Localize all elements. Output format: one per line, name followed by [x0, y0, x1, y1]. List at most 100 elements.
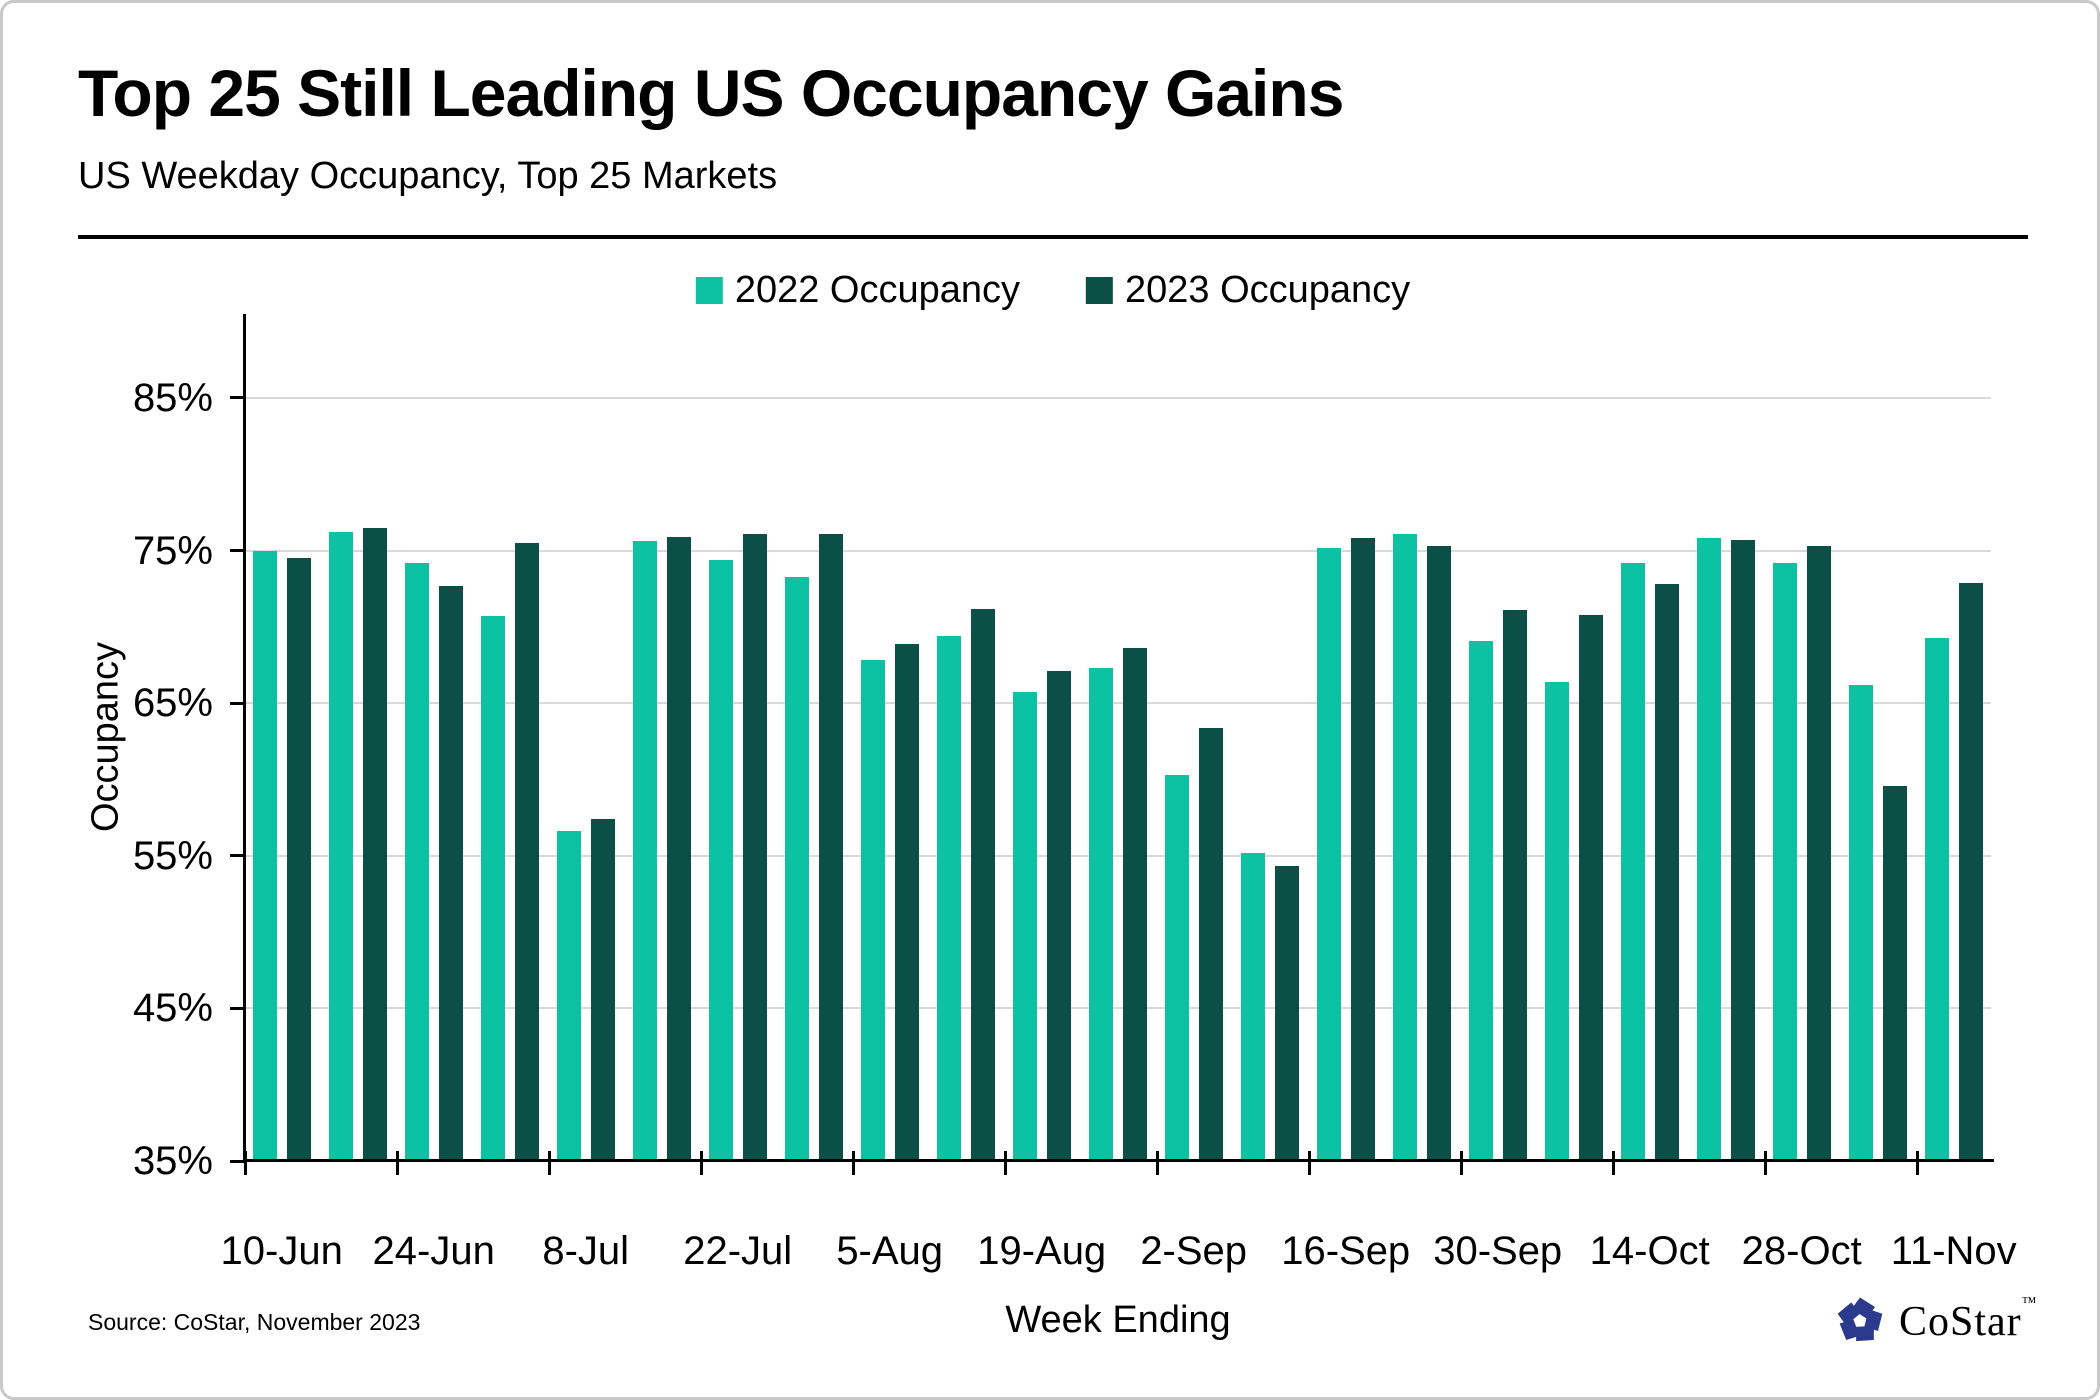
y-tick-75: [230, 549, 245, 553]
bar-2022-28-Oct: [1772, 562, 1797, 1161]
x-tick-0: [243, 1151, 247, 1175]
bar-2023-2-Sep: [1198, 727, 1223, 1161]
logo-star-segment-4: [1837, 1301, 1860, 1325]
y-axis-title: Occupancy: [84, 641, 127, 833]
bar-2022-29-Jul: [784, 576, 809, 1161]
x-tick-11: [1915, 1151, 1919, 1175]
bar-2023-19-Aug: [1046, 671, 1071, 1161]
gridline-45: [245, 1007, 1991, 1010]
x-tick-label-11-Nov: 11-Nov: [1890, 1229, 2017, 1273]
x-tick-label-30-Sep: 30-Sep: [1433, 1229, 1563, 1273]
y-tick-85: [230, 396, 245, 400]
logo-star-segment-1: [1864, 1308, 1883, 1331]
bar-2022-24-Jun: [404, 562, 429, 1161]
bar-2022-10-Jun: [252, 550, 277, 1161]
x-tick-label-22-Jul: 22-Jul: [683, 1229, 793, 1273]
x-tick-8: [1459, 1151, 1463, 1175]
legend-label-2023: 2023 Occupancy: [1125, 269, 1411, 311]
x-tick-9: [1611, 1151, 1615, 1175]
logo-star-segment-2: [1856, 1325, 1874, 1341]
legend-item-2022: 2022 Occupancy: [695, 269, 1020, 312]
bar-2023-24-Jun: [438, 585, 463, 1161]
bar-2023-9-Sep: [1274, 866, 1299, 1161]
bar-2023-16-Sep: [1350, 538, 1375, 1161]
bar-2023-28-Oct: [1806, 545, 1831, 1161]
y-tick-label-75: 75%: [132, 528, 213, 573]
bar-2023-21-Oct: [1730, 539, 1755, 1161]
bar-2022-5-Aug: [860, 660, 885, 1161]
y-tick-label-65: 65%: [132, 681, 213, 726]
y-tick-65: [230, 701, 245, 705]
bar-2023-14-Oct: [1654, 584, 1679, 1161]
bar-2022-15-Jul: [632, 541, 657, 1161]
bar-2023-26-Aug: [1122, 648, 1147, 1161]
y-tick-label-45: 45%: [132, 986, 213, 1031]
bar-2023-11-Nov: [1958, 582, 1983, 1161]
bar-2023-15-Jul: [666, 536, 691, 1161]
bar-2023-17-Jun: [362, 527, 387, 1161]
bar-2023-1-Jul: [514, 542, 539, 1161]
gridline-55: [245, 854, 1991, 857]
bar-2022-30-Sep: [1468, 640, 1493, 1161]
x-tick-label-19-Aug: 19-Aug: [977, 1229, 1107, 1273]
legend-item-2023: 2023 Occupancy: [1086, 269, 1410, 312]
x-tick-3: [699, 1151, 703, 1175]
bar-2022-2-Sep: [1164, 774, 1189, 1161]
bar-2022-11-Nov: [1924, 637, 1949, 1161]
x-tick-label-10-Jun: 10-Jun: [220, 1229, 343, 1273]
legend-label-2022: 2022 Occupancy: [734, 269, 1020, 311]
x-tick-6: [1155, 1151, 1159, 1175]
x-axis-line: [243, 1159, 1994, 1162]
gridline-75: [245, 549, 1991, 552]
x-tick-label-5-Aug: 5-Aug: [836, 1229, 944, 1273]
x-tick-7: [1307, 1151, 1311, 1175]
legend-swatch-2023: [1086, 277, 1113, 304]
bar-2022-26-Aug: [1088, 668, 1113, 1161]
bar-2022-4-Nov: [1848, 684, 1873, 1161]
bar-2022-14-Oct: [1620, 562, 1645, 1161]
x-tick-5: [1003, 1151, 1007, 1175]
bar-2023-5-Aug: [894, 643, 919, 1161]
x-tick-label-16-Sep: 16-Sep: [1281, 1229, 1411, 1273]
costar-star-icon: [1837, 1297, 1883, 1341]
bar-2022-19-Aug: [1012, 692, 1037, 1161]
gridline-85: [245, 396, 1991, 399]
y-tick-label-85: 85%: [132, 375, 213, 420]
x-axis-title: Week Ending: [1005, 1299, 1231, 1341]
bar-2023-22-Jul: [742, 533, 767, 1161]
chart-subtitle: US Weekday Occupancy, Top 25 Markets: [78, 155, 778, 197]
x-tick-label-24-Jun: 24-Jun: [372, 1229, 495, 1273]
x-tick-10: [1763, 1151, 1767, 1175]
x-tick-label-28-Oct: 28-Oct: [1741, 1229, 1862, 1273]
bar-2022-23-Sep: [1392, 533, 1417, 1161]
bar-2022-12-Aug: [936, 636, 961, 1161]
x-tick-2: [547, 1151, 551, 1175]
bar-2022-17-Jun: [328, 532, 353, 1161]
logo-star-segment-3: [1839, 1318, 1860, 1340]
chart-title: Top 25 Still Leading US Occupancy Gains: [78, 56, 1344, 130]
bar-2023-12-Aug: [970, 608, 995, 1161]
bar-2023-7-Oct: [1578, 614, 1603, 1161]
x-tick-label-8-Jul: 8-Jul: [542, 1229, 630, 1273]
y-tick-35: [230, 1159, 245, 1163]
bar-2023-29-Jul: [818, 533, 843, 1161]
bar-2022-7-Oct: [1544, 681, 1569, 1161]
y-tick-55: [230, 854, 245, 858]
bar-2023-30-Sep: [1502, 610, 1527, 1161]
trademark-symbol: ™: [2021, 1295, 2038, 1311]
bar-2022-1-Jul: [480, 616, 505, 1161]
costar-logo: CoStar™: [1835, 1295, 2037, 1346]
costar-logo-text: CoStar™: [1899, 1295, 2038, 1345]
plot-area: [245, 314, 1991, 1161]
x-tick-label-2-Sep: 2-Sep: [1140, 1229, 1248, 1273]
y-tick-label-35: 35%: [132, 1139, 213, 1183]
bar-2023-23-Sep: [1426, 545, 1451, 1161]
bar-2022-22-Jul: [708, 559, 733, 1161]
title-divider: [78, 235, 2028, 239]
legend: 2022 Occupancy 2023 Occupancy: [695, 269, 1410, 312]
bar-2023-8-Jul: [590, 819, 615, 1161]
x-tick-4: [851, 1151, 855, 1175]
source-note: Source: CoStar, November 2023: [88, 1309, 421, 1335]
x-tick-label-14-Oct: 14-Oct: [1589, 1229, 1710, 1273]
